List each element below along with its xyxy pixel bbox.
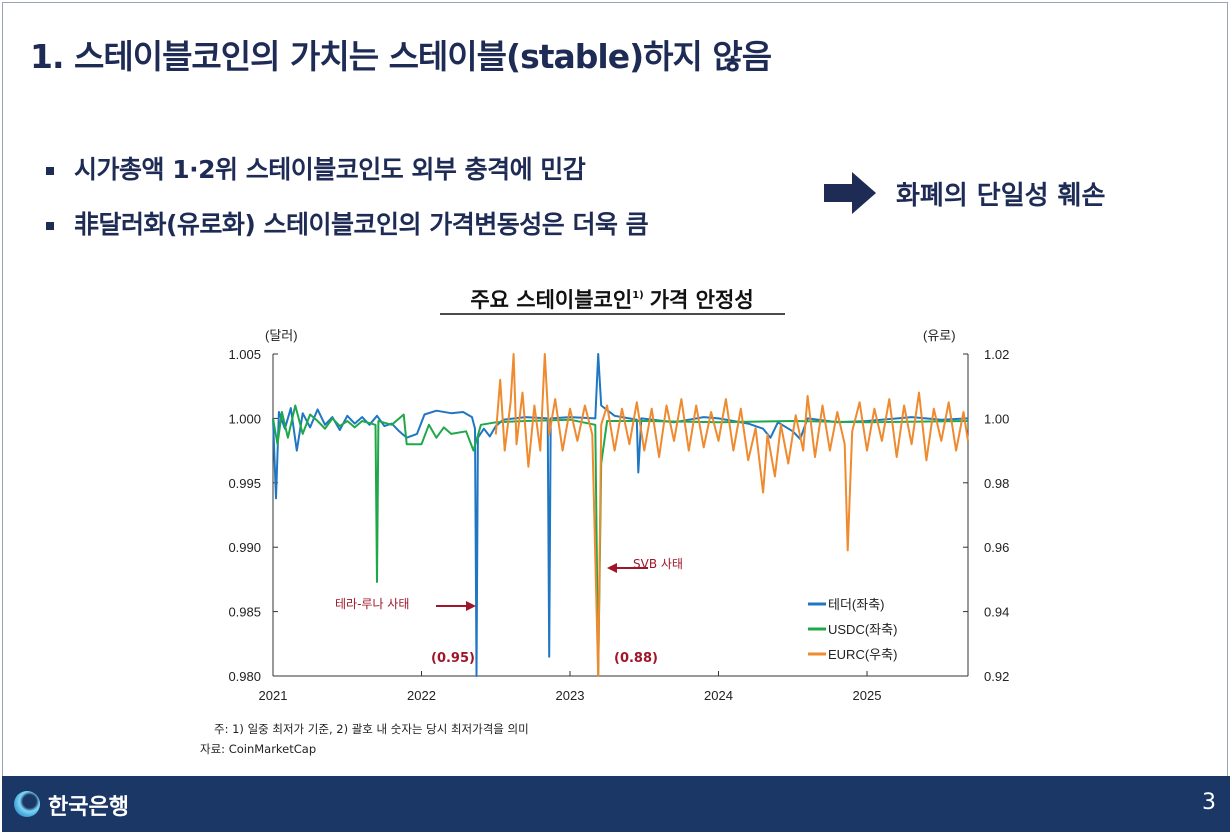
page-number: 3 <box>1202 790 1216 815</box>
bullet-icon <box>46 167 54 175</box>
y-tick-label-left: 0.980 <box>228 669 261 684</box>
legend-label: EURC(우축) <box>828 647 897 662</box>
conclusion-text: 화폐의 단일성 훼손 <box>896 181 1106 211</box>
series-line-eurc <box>494 353 969 677</box>
x-tick-label: 2025 <box>853 688 882 703</box>
bullet-text: 非달러화(유로화) 스테이블코인의 가격변동성은 더욱 큼 <box>74 210 649 239</box>
usdc-low-label: (0.88) <box>614 651 658 666</box>
y-tick-label-right: 1.00 <box>984 411 1009 426</box>
right-axis-unit: (유로) <box>923 328 956 343</box>
svb-arrow-head <box>607 563 617 573</box>
y-tick-label-right: 0.96 <box>984 540 1009 555</box>
y-tick-label-left: 1.000 <box>228 411 261 426</box>
y-tick-label-right: 1.02 <box>984 347 1009 362</box>
y-tick-label-left: 0.985 <box>228 605 261 620</box>
bullet-icon <box>46 222 54 230</box>
y-tick-label-right: 0.98 <box>984 476 1009 491</box>
bullet-text: 시가총액 1·2위 스테이블코인도 외부 충격에 민감 <box>74 155 586 184</box>
annotation-terra-luna: 테라-루나 사태 <box>335 597 409 611</box>
slide-title: 1. 스테이블코인의 가치는 스테이블(stable)하지 않음 <box>30 37 772 76</box>
chart-notes: 주: 1) 일중 최저가 기준, 2) 괄호 내 숫자는 당시 최저가격을 의미 <box>214 722 529 736</box>
legend-label: 테더(좌축) <box>828 597 885 612</box>
tether-low-label: (0.95) <box>431 651 475 666</box>
x-tick-label: 2021 <box>259 688 288 703</box>
y-tick-label-left: 0.990 <box>228 540 261 555</box>
legend-label: USDC(좌축) <box>828 622 897 637</box>
y-tick-label-left: 0.995 <box>228 476 261 491</box>
series-line-테더 <box>272 353 969 677</box>
x-tick-label: 2024 <box>704 688 733 703</box>
terra-arrow-head <box>466 601 476 611</box>
y-tick-label-right: 0.94 <box>984 605 1009 620</box>
bullet-item: 시가총액 1·2위 스테이블코인도 외부 충격에 민감 <box>46 150 586 186</box>
y-tick-label-left: 1.005 <box>228 347 261 362</box>
bullet-item: 非달러화(유로화) 스테이블코인의 가격변동성은 더욱 큼 <box>46 205 649 241</box>
right-arrow-icon <box>824 172 876 214</box>
left-axis-unit: (달러) <box>265 328 298 343</box>
x-tick-label: 2023 <box>556 688 585 703</box>
bank-logo-icon <box>14 791 40 817</box>
footer-bar: 한국은행 3 <box>2 776 1230 832</box>
y-tick-label-right: 0.92 <box>984 669 1009 684</box>
x-tick-label: 2022 <box>407 688 436 703</box>
bank-name: 한국은행 <box>48 795 129 820</box>
chart-source: 자료: CoinMarketCap <box>200 742 317 756</box>
chart-title: 주요 스테이블코인1) 가격 안정성 <box>470 288 753 312</box>
